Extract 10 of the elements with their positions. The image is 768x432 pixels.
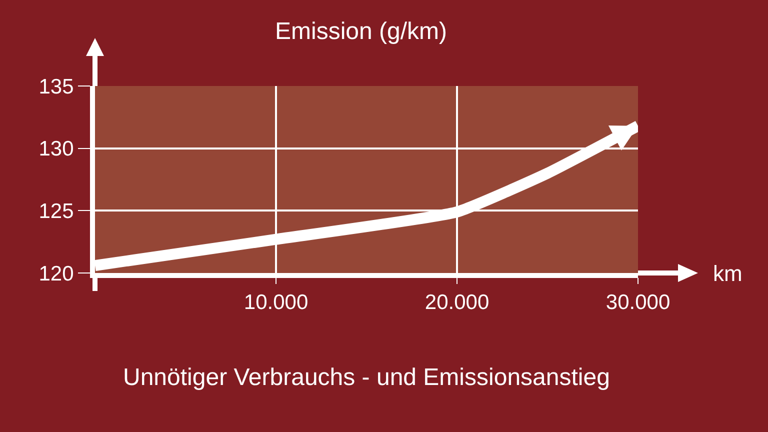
- x-tick-label: 10.000: [244, 291, 308, 314]
- x-axis-title: km: [713, 261, 742, 286]
- x-tick-label: 20.000: [424, 291, 490, 314]
- y-tick-label: 130: [38, 138, 74, 161]
- chart-title: Emission (g/km): [275, 18, 448, 45]
- text: Unnötiger Verbrauchs - und Emissionsanstieg: [123, 364, 610, 391]
- x-tick-label: 30.000: [606, 291, 670, 314]
- y-tick-label: 135: [38, 75, 74, 98]
- y-tick-label: 125: [38, 200, 74, 224]
- y-tick-label: 120: [38, 262, 74, 286]
